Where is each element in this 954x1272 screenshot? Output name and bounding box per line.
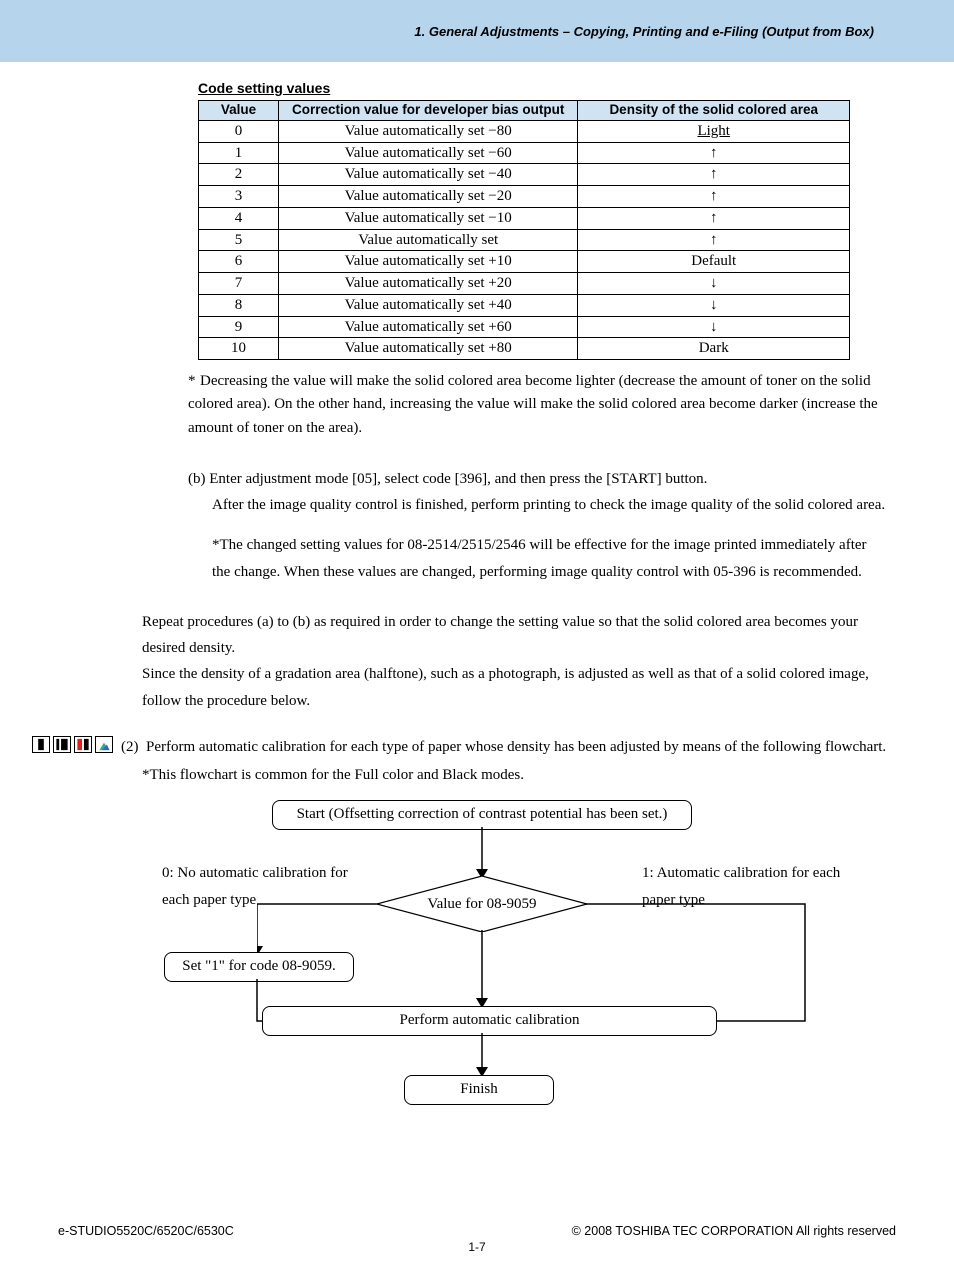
chapter-header: 1. General Adjustments – Copying, Printi… [0, 0, 954, 62]
cell-density: ↓ [578, 316, 850, 338]
note-decrease: *Decreasing the value will make the soli… [188, 370, 888, 440]
repeat-paragraph: Repeat procedures (a) to (b) as required… [142, 609, 888, 714]
cell-correction: Value automatically set −80 [278, 120, 578, 142]
flowchart-arrow-down-2 [474, 930, 490, 1008]
cell-value: 4 [199, 207, 279, 229]
mode-icon-4 [95, 736, 113, 753]
cell-value: 3 [199, 186, 279, 208]
flowchart-finish-label: Finish [460, 1080, 498, 1100]
procedure-b-subnote: *The changed setting values for 08-2514/… [188, 532, 888, 585]
cell-value: 9 [199, 316, 279, 338]
cell-density: Light [578, 120, 850, 142]
cell-value: 7 [199, 273, 279, 295]
cell-value: 5 [199, 229, 279, 251]
cell-value: 1 [199, 142, 279, 164]
table-row: 2Value automatically set −40↑ [199, 164, 850, 186]
cell-density: ↑ [578, 186, 850, 208]
cell-density: ↑ [578, 142, 850, 164]
table-header-density: Density of the solid colored area [578, 101, 850, 121]
section-title: Code setting values [198, 80, 954, 96]
table-row: 0Value automatically set −80Light [199, 120, 850, 142]
flowchart-set-box-label: Set "1" for code 08-9059. [182, 957, 335, 977]
step-2-num: (2) [121, 739, 139, 755]
flowchart-right-label: 1: Automatic calibration for each paper … [642, 860, 842, 913]
table-row: 8Value automatically set +40↓ [199, 294, 850, 316]
table-header-correction: Correction value for developer bias outp… [278, 101, 578, 121]
cell-correction: Value automatically set +60 [278, 316, 578, 338]
footer-copyright: © 2008 TOSHIBA TEC CORPORATION All right… [572, 1224, 896, 1238]
cell-correction: Value automatically set −60 [278, 142, 578, 164]
page-content: Code setting values Value Correction val… [0, 62, 954, 1130]
cell-density: Dark [578, 338, 850, 360]
table-row: 10Value automatically set +80Dark [199, 338, 850, 360]
step-2-sub-text: This flowchart is common for the Full co… [150, 767, 525, 783]
cell-density: ↑ [578, 229, 850, 251]
step-2-sub: *This flowchart is common for the Full c… [142, 762, 954, 788]
table-row: 5Value automatically set↑ [199, 229, 850, 251]
procedure-b-line2: After the image quality control is finis… [188, 492, 888, 518]
cell-density: ↑ [578, 164, 850, 186]
table-row: 7Value automatically set +20↓ [199, 273, 850, 295]
mode-icon-strip [32, 736, 113, 753]
table-row: 9Value automatically set +60↓ [199, 316, 850, 338]
step-2-text: (2) Perform automatic calibration for ea… [121, 734, 891, 760]
calibration-flowchart: Start (Offsetting correction of contrast… [142, 800, 888, 1130]
flowchart-left-label: 0: No automatic calibration for each pap… [162, 860, 362, 913]
flowchart-decision: Value for 08-9059 [377, 876, 587, 932]
note-text: The changed setting values for 08-2514/2… [212, 537, 867, 579]
table-row: 1Value automatically set −60↑ [199, 142, 850, 164]
cell-value: 8 [199, 294, 279, 316]
cell-density: Default [578, 251, 850, 273]
repeat-line2: Since the density of a gradation area (h… [142, 661, 888, 714]
cell-density: ↑ [578, 207, 850, 229]
mode-icon-1 [32, 736, 50, 753]
table-row: 4Value automatically set −10↑ [199, 207, 850, 229]
repeat-line1: Repeat procedures (a) to (b) as required… [142, 609, 888, 662]
cell-value: 2 [199, 164, 279, 186]
cell-correction: Value automatically set +20 [278, 273, 578, 295]
mode-icon-2 [53, 736, 71, 753]
table-row: 3Value automatically set −20↑ [199, 186, 850, 208]
flowchart-arrow-down-3 [474, 1033, 490, 1077]
flowchart-perform: Perform automatic calibration [262, 1006, 717, 1036]
flowchart-start: Start (Offsetting correction of contrast… [272, 800, 692, 830]
step-2-row: (2) Perform automatic calibration for ea… [0, 734, 954, 760]
cell-correction: Value automatically set +80 [278, 338, 578, 360]
flowchart-set-box: Set "1" for code 08-9059. [164, 952, 354, 982]
footer-model: e-STUDIO5520C/6520C/6530C [58, 1224, 234, 1238]
cell-density: ↓ [578, 273, 850, 295]
flowchart-arrow-down-1 [474, 827, 490, 879]
page-footer: e-STUDIO5520C/6520C/6530C © 2008 TOSHIBA… [0, 1224, 954, 1238]
cell-value: 10 [199, 338, 279, 360]
flowchart-start-label: Start (Offsetting correction of contrast… [297, 805, 668, 825]
mode-icon-3 [74, 736, 92, 753]
step-2-body: Perform automatic calibration for each t… [146, 739, 886, 755]
breadcrumb: 1. General Adjustments – Copying, Printi… [414, 24, 874, 39]
cell-correction: Value automatically set +40 [278, 294, 578, 316]
cell-correction: Value automatically set [278, 229, 578, 251]
flowchart-perform-label: Perform automatic calibration [400, 1011, 580, 1031]
note-text: Decreasing the value will make the solid… [188, 373, 878, 436]
cell-correction: Value automatically set +10 [278, 251, 578, 273]
flowchart-finish: Finish [404, 1075, 554, 1105]
table-header-value: Value [199, 101, 279, 121]
flowchart-right-label-text: 1: Automatic calibration for each paper … [642, 865, 840, 907]
procedure-b: (b) Enter adjustment mode [05], select c… [188, 466, 888, 585]
cell-density: ↓ [578, 294, 850, 316]
cell-value: 6 [199, 251, 279, 273]
page: 1. General Adjustments – Copying, Printi… [0, 0, 954, 1272]
cell-correction: Value automatically set −40 [278, 164, 578, 186]
table-row: 6Value automatically set +10Default [199, 251, 850, 273]
cell-correction: Value automatically set −20 [278, 186, 578, 208]
code-setting-table: Value Correction value for developer bia… [198, 100, 850, 360]
cell-correction: Value automatically set −10 [278, 207, 578, 229]
page-number: 1-7 [0, 1240, 954, 1254]
flowchart-left-label-text: 0: No automatic calibration for each pap… [162, 865, 348, 907]
flowchart-decision-label: Value for 08-9059 [427, 896, 536, 913]
procedure-b-line1: (b) Enter adjustment mode [05], select c… [188, 466, 888, 492]
cell-value: 0 [199, 120, 279, 142]
